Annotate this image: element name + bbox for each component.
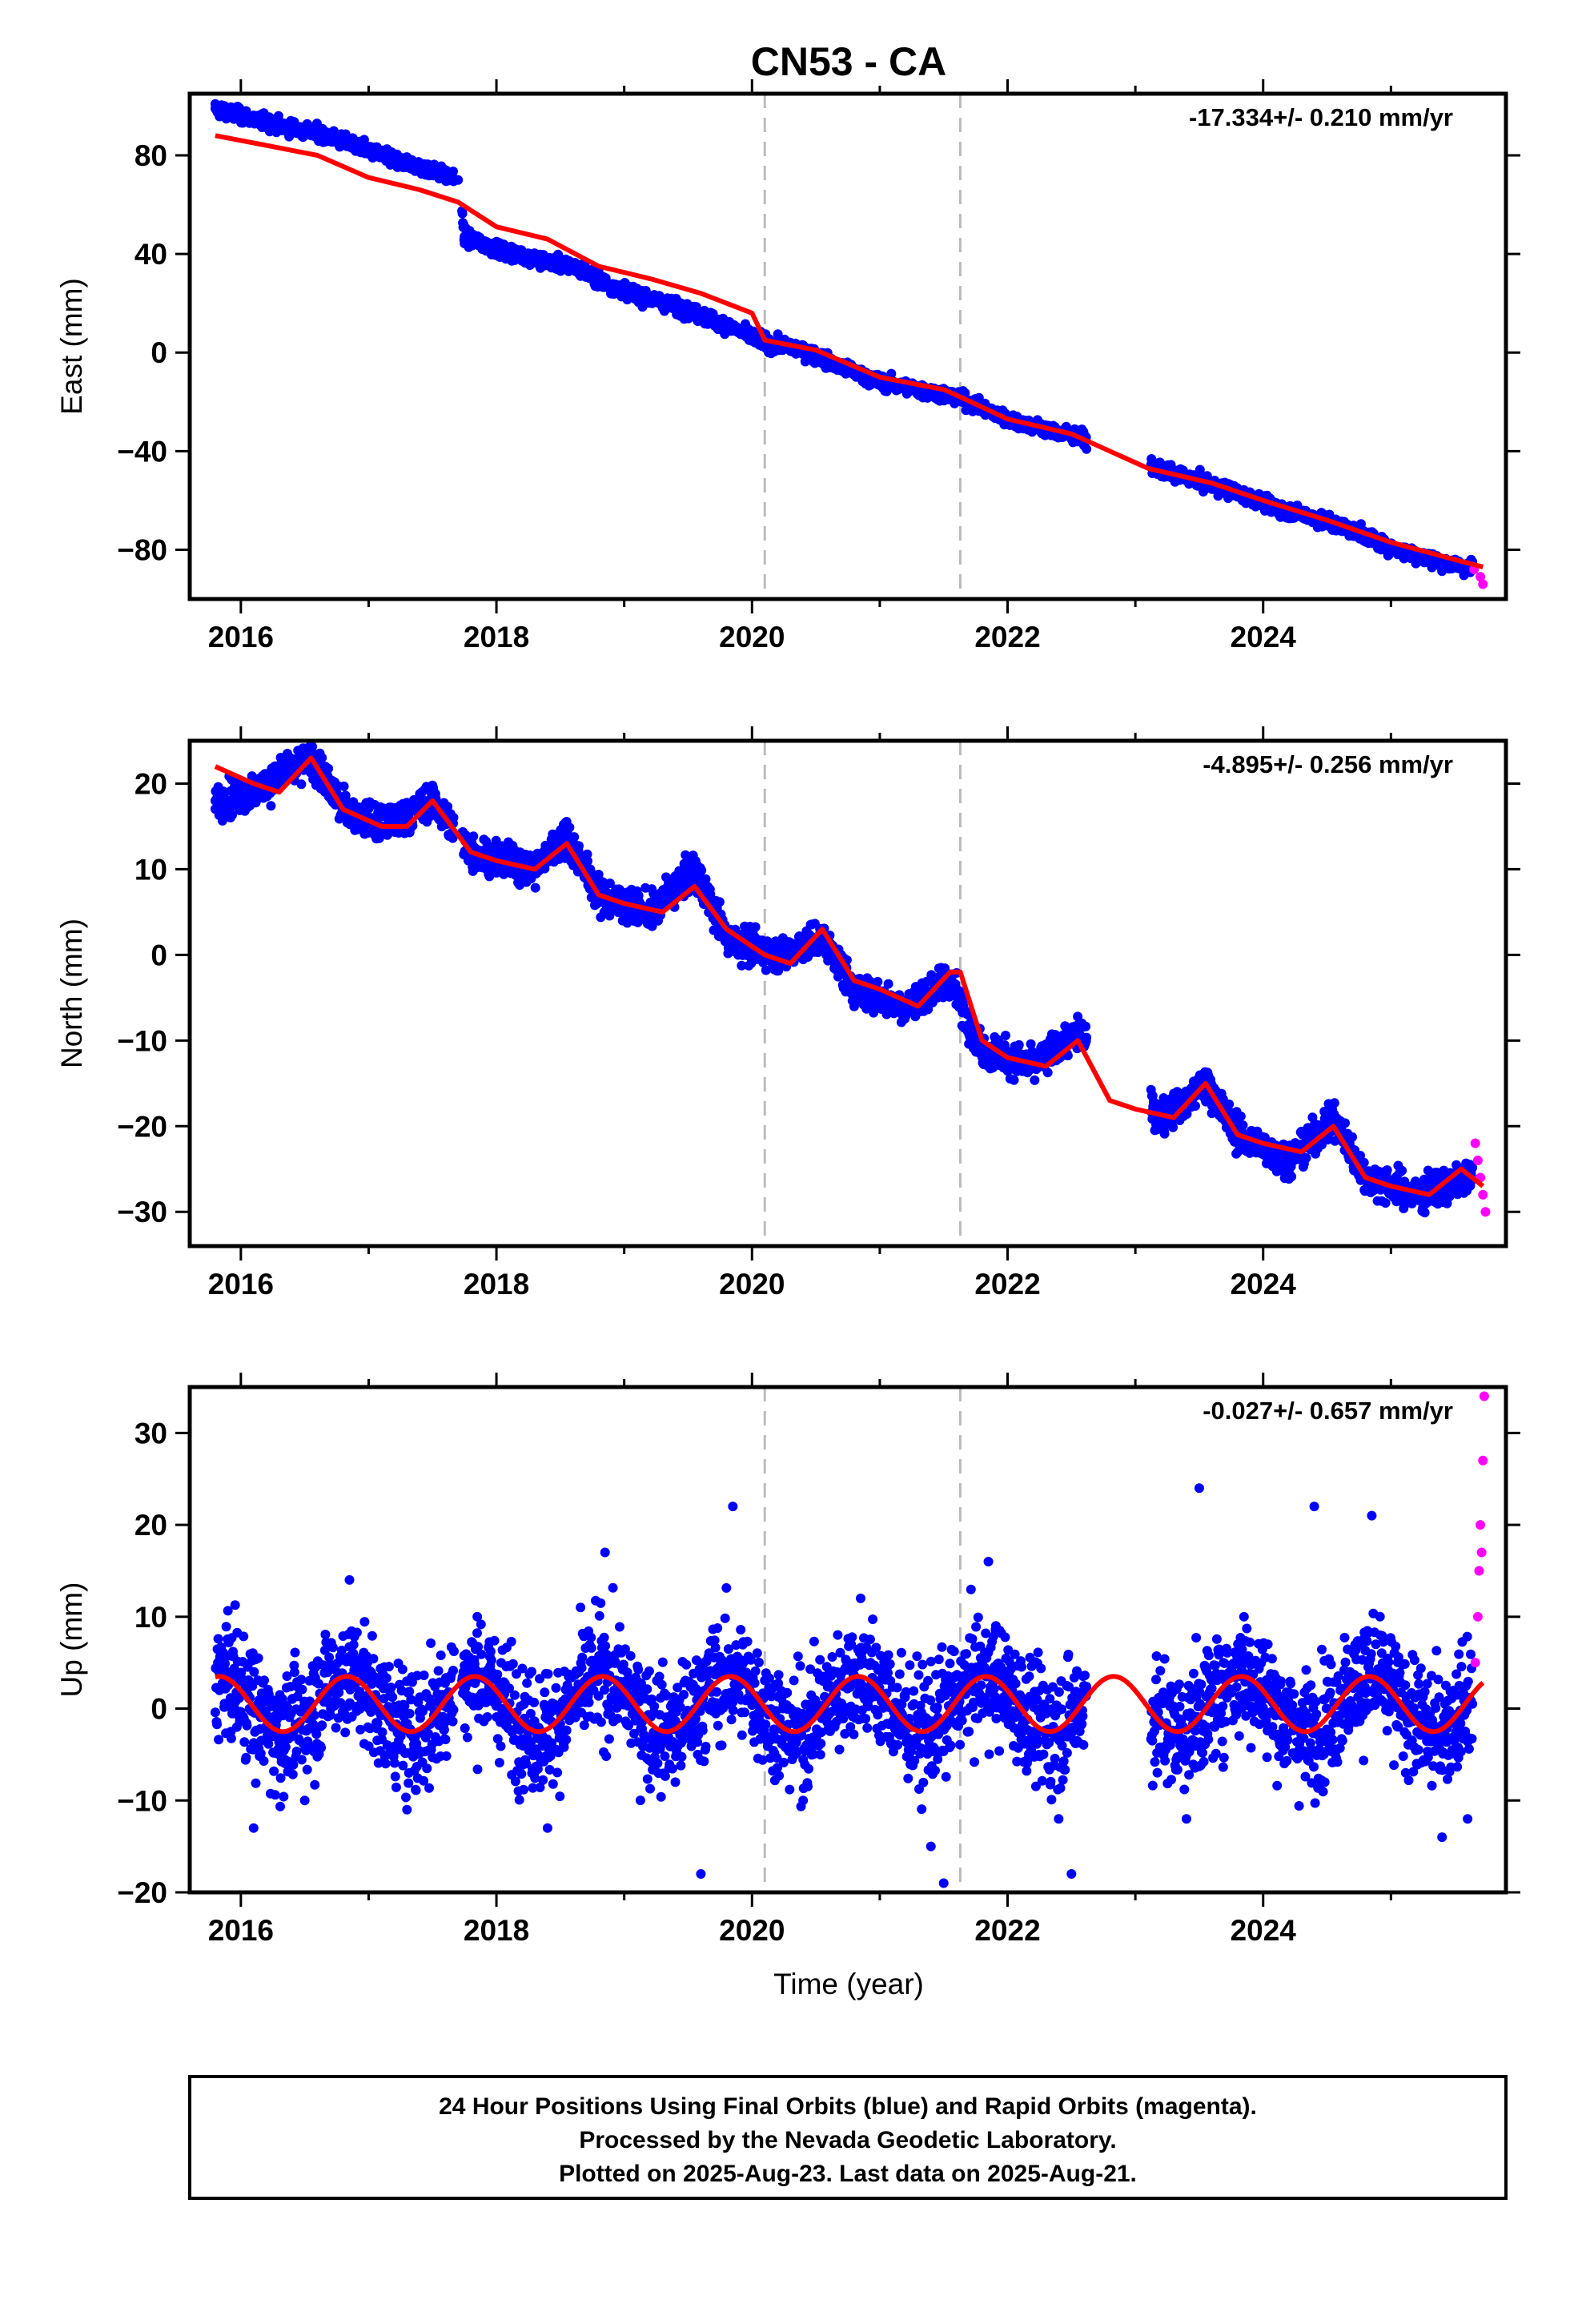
east-ytick-label: 0 [151,336,167,369]
east-final-point [606,281,616,292]
north-obs-point [569,832,580,842]
east-final-point [492,243,502,254]
east-xtick-label: 2024 [1231,621,1297,653]
north-obs-point [323,763,334,774]
east-rapid-point [1478,579,1488,589]
north-obs-point [1014,1039,1024,1050]
north-obs-point [1009,1075,1019,1085]
north-obs-point [999,1040,1010,1050]
north-obs-point [1042,1068,1053,1078]
east-final-point [274,121,284,131]
east-rate-label: -17.334+/- 0.210 mm/yr [1189,103,1453,131]
east-final-point [453,175,464,185]
east-final-point [529,254,540,264]
east-xtick-label: 2018 [464,621,529,653]
east-rapid-point [1476,572,1486,582]
east-ytick-label: 40 [135,238,167,271]
east-final-point [235,111,246,121]
north-obs-point [701,874,711,884]
north-obs-point [1159,1128,1170,1139]
east-final-point [683,305,693,316]
east-final-point [210,103,220,114]
north-obs-point [873,976,883,987]
east-model-line [215,133,1484,569]
east-final-point [1424,554,1435,565]
north-obs-point [813,947,823,958]
east-xtick-label: 2016 [208,621,274,653]
east-obs-point [448,167,458,176]
north-obs-point [737,960,747,971]
north-obs-point [481,836,492,846]
north-obs-point [604,879,615,888]
east-ytick-label: −80 [117,533,167,566]
north-obs-point [468,831,479,842]
north-obs-point [530,883,540,893]
east-final-point [389,155,400,166]
north-obs-point [583,856,592,866]
east-final-point [568,261,578,271]
north-obs-point [1026,1039,1036,1049]
east-xtick-label: 2022 [974,621,1040,653]
east-ytick-label: 80 [135,139,167,172]
north-obs-point [266,801,276,811]
north-obs-point [1030,1075,1040,1085]
north-obs-point [448,813,459,822]
east-data [210,99,1488,589]
east-obs-point [773,329,783,340]
north-obs-point [714,897,725,907]
north-obs-point [1082,1032,1092,1043]
north-obs-point [1001,1031,1010,1040]
north-obs-point [1081,1021,1091,1031]
east-xtick-label: 2020 [719,621,785,653]
east-obs-point [1082,444,1092,454]
north-obs-point [227,810,237,820]
east-frame [187,91,1508,601]
east-final-point [644,293,655,304]
east-obs-point [886,368,897,379]
east-panel: 2016 2018 2020 2022 2024 −80 −40 0 40 80 East (mm)… [55,79,1520,653]
east-final-point [837,362,847,372]
east-final-point [721,320,732,331]
north-panel: 2016 2018 2020 2022 2024−30−20−1001020North … [55,726,1520,1301]
north-obs-point [883,979,893,989]
north-obs-point [296,779,307,790]
north-obs-point [564,822,575,833]
north-obs-point [604,911,615,921]
east-final-point [428,165,438,175]
east-final-point [460,231,470,242]
figure-title: CN53 - CA [751,39,946,84]
north-obs-point [339,781,349,791]
east-final-point [312,128,323,139]
east-ytick-label: −40 [117,435,167,468]
east-obs-point [457,208,468,219]
east-ylabel: East (mm) [55,278,88,415]
north-obs-point [750,922,761,932]
north-obs-point [615,884,624,895]
north-obs-point [574,841,584,851]
north-obs-point [317,753,327,763]
north-data [210,742,1491,1218]
east-final-point [351,140,361,151]
